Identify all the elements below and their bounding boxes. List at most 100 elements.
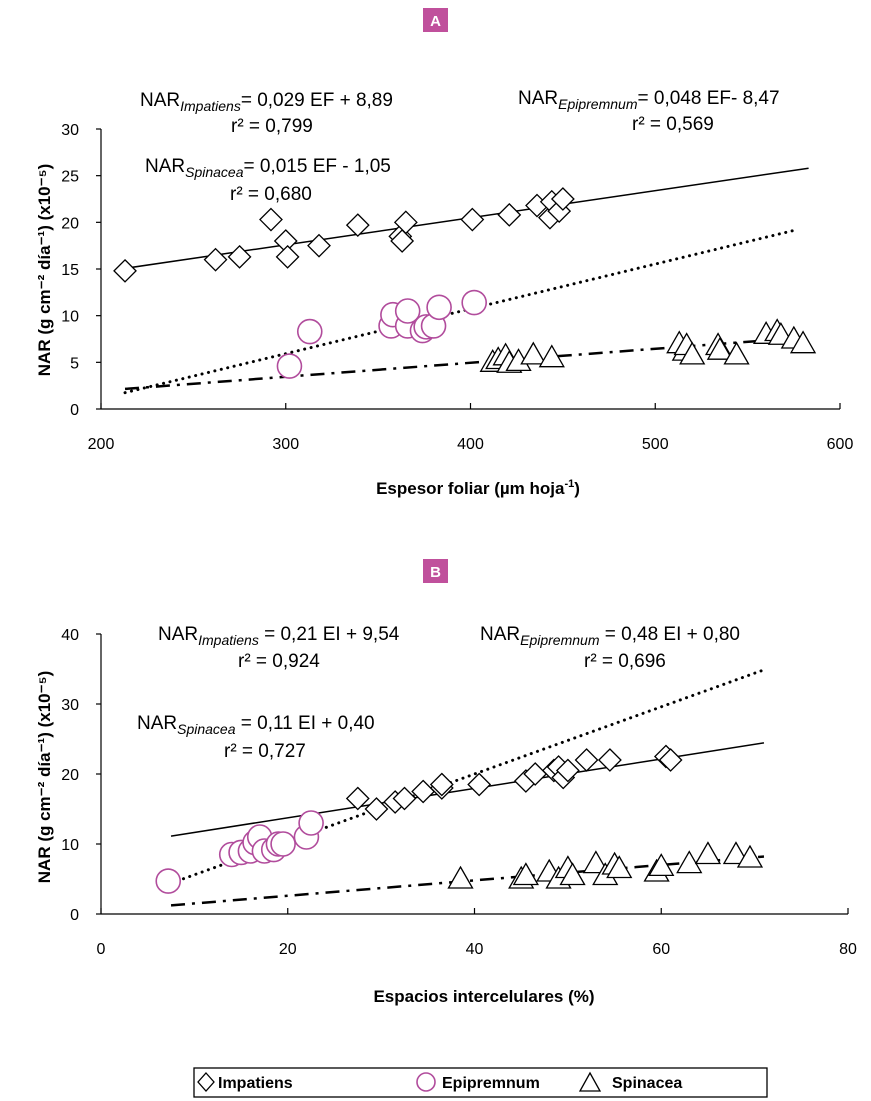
panel-b-fit-spinacea [170, 855, 765, 907]
panel-b-eq-impatiens: NARImpatiens = 0,21 EI + 9,54 [158, 624, 400, 648]
panel-a-point-epipremnum [296, 318, 323, 345]
panel-b-eq-spinacea: NARSpinacea = 0,11 EI + 0,40 [137, 713, 375, 737]
panel-a-point-impatiens [460, 207, 485, 232]
panel-a-ylabel: NAR (g cm⁻² día⁻¹) (x10⁻⁵) [35, 164, 54, 376]
panel-a-xtick-label: 600 [827, 436, 854, 453]
panel-a-xtick-label: 300 [272, 436, 299, 453]
panel-a-point-epipremnum [461, 289, 487, 316]
panel-a-fit-lines [123, 167, 809, 395]
panel-a-ytick-label: 30 [61, 122, 79, 139]
panel-b-r2-spinacea: r² = 0,727 [224, 741, 306, 762]
panel-a-ytick-label: 10 [61, 309, 79, 326]
panel-a-r2-impatiens: r² = 0,799 [231, 116, 313, 137]
panel-a-points [113, 187, 817, 379]
panel-a-point-epipremnum [394, 298, 421, 324]
legend-impatiens-marker [197, 1072, 215, 1092]
panel-b-xtick-label: 40 [466, 941, 484, 958]
panel-b-point-spinacea [648, 853, 675, 877]
panel-b-point-spinacea [582, 850, 610, 874]
panel-a-ytick-label: 25 [61, 169, 79, 186]
panel-b-ytick-label: 20 [61, 767, 79, 784]
panel-a: A 200 300 400 500 600 0 5 10 15 20 25 30 NAR (g cm⁻… [35, 8, 853, 498]
panel-b-ytick-label: 10 [61, 837, 79, 854]
panel-b-point-spinacea [447, 865, 474, 889]
panel-b-ticks: 0 20 40 60 80 0 10 20 30 40 [61, 627, 857, 958]
panel-a-ytick-label: 5 [70, 355, 79, 372]
panel-b-ytick-label: 0 [70, 907, 79, 924]
panel-b-ytick-label: 40 [61, 627, 79, 644]
panel-a-r2-spinacea: r² = 0,680 [230, 184, 312, 205]
panel-b-point-spinacea [736, 844, 764, 868]
panel-b-point-epipremnum [155, 868, 182, 894]
panel-a-r2-epipremnum: r² = 0,569 [632, 114, 714, 135]
panel-b-point-epipremnum [298, 810, 324, 836]
panel-b-eq-epipremnum: NAREpipremnum = 0,48 EI + 0,80 [480, 624, 740, 648]
panel-b-point-impatiens [597, 748, 622, 772]
panel-b-point-impatiens [467, 772, 492, 797]
panel-a-point-impatiens [550, 187, 575, 211]
legend-impatiens-label: Impatiens [218, 1075, 293, 1092]
panel-b-point-impatiens [574, 748, 599, 772]
legend-epipremnum-marker [416, 1072, 436, 1092]
panel-a-point-impatiens [227, 244, 252, 269]
panel-b-point-impatiens [392, 786, 417, 811]
panel-a-point-impatiens [345, 213, 370, 238]
panel-a-point-spinacea [706, 336, 734, 360]
panel-a-point-spinacea [520, 341, 547, 365]
panel-a-point-spinacea [679, 341, 706, 365]
panel-b-xtick-label: 80 [839, 941, 857, 958]
legend-epipremnum-label: Epipremnum [442, 1075, 540, 1092]
panel-b-xlabel: Espacios intercelulares (%) [373, 987, 594, 1006]
panel-b-point-spinacea [676, 850, 703, 874]
panel-a-ytick-label: 0 [70, 402, 79, 419]
panel-a-point-impatiens [497, 202, 522, 227]
legend-box [193, 1067, 768, 1098]
panel-a-eq-spinacea: NARSpinacea= 0,015 EF - 1,05 [145, 156, 391, 180]
legend: Impatiens Epipremnum Spinacea [193, 1067, 768, 1098]
panel-b-ytick-label: 30 [61, 697, 79, 714]
panel-b-r2-epipremnum: r² = 0,696 [584, 651, 666, 672]
panel-a-xtick-label: 500 [642, 436, 669, 453]
panel-b: B 0 20 40 60 80 0 10 20 30 40 NAR (g cm⁻² día⁻¹) … [35, 559, 857, 1006]
panel-a-point-spinacea [789, 330, 817, 354]
panel-a-ytick-label: 15 [61, 262, 79, 279]
panel-a-xtick-label: 200 [88, 436, 115, 453]
panel-b-point-epipremnum [270, 831, 296, 857]
panel-b-point-spinacea [722, 841, 750, 865]
panel-a-point-impatiens [393, 210, 418, 235]
panel-b-r2-impatiens: r² = 0,924 [238, 651, 320, 672]
panel-b-point-impatiens [364, 797, 389, 821]
panel-a-point-impatiens [307, 233, 331, 258]
panel-b-points [155, 744, 764, 894]
panel-a-fit-epipremnum [123, 228, 796, 395]
panel-a-eq-epipremnum: NAREpipremnum= 0,048 EF- 8,47 [518, 88, 780, 112]
panel-b-badge-label: B [430, 564, 441, 581]
panel-a-point-spinacea [723, 341, 750, 365]
panel-b-fit-lines [169, 668, 766, 907]
panel-a-point-impatiens [275, 244, 300, 269]
panel-b-badge [423, 559, 448, 583]
panel-b-point-impatiens [429, 772, 454, 797]
panel-b-xtick-label: 60 [652, 941, 670, 958]
panel-a-ytick-label: 20 [61, 215, 79, 232]
panel-a-point-impatiens [259, 207, 283, 232]
panel-b-xtick-label: 20 [279, 941, 297, 958]
panel-a-point-impatiens [203, 247, 228, 272]
panel-a-eq-impatiens: NARImpatiens= 0,029 EF + 8,89 [140, 90, 393, 114]
panel-a-xlabel: Espesor foliar (µm hoja-1) [376, 478, 580, 498]
panel-b-point-spinacea [694, 841, 722, 865]
panel-b-point-spinacea [606, 855, 633, 879]
panel-b-point-impatiens [658, 748, 683, 772]
panel-a-badge [423, 8, 448, 32]
legend-spinacea-marker [578, 1071, 602, 1092]
panel-a-badge-label: A [430, 13, 441, 30]
panel-b-ylabel: NAR (g cm⁻² día⁻¹) (x10⁻⁵) [35, 671, 54, 883]
panel-b-point-spinacea [512, 862, 539, 886]
panel-b-point-impatiens [555, 758, 580, 783]
legend-spinacea-label: Spinacea [612, 1075, 682, 1092]
panel-a-point-epipremnum [426, 294, 452, 321]
panel-a-point-epipremnum [276, 353, 303, 379]
panel-b-point-impatiens [345, 786, 370, 811]
panel-a-xtick-label: 400 [457, 436, 484, 453]
